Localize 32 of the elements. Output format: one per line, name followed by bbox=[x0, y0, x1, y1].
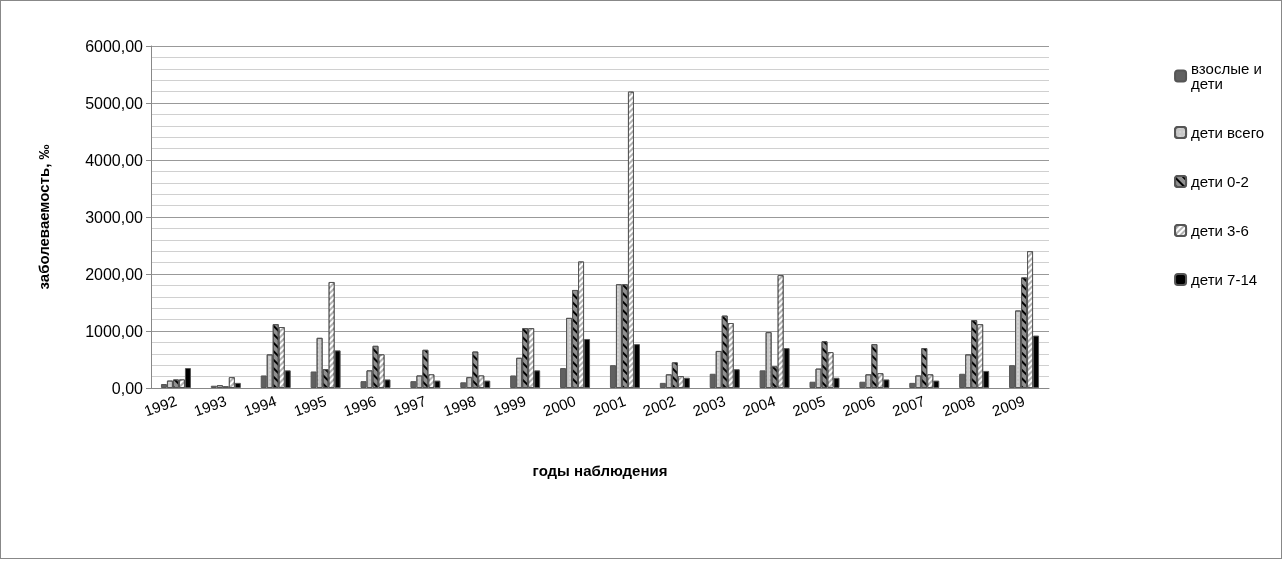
y-tick-label: 0,00 bbox=[111, 379, 144, 397]
y-tick-label: 2000,00 bbox=[85, 265, 144, 283]
y-tick-label: 4000,00 bbox=[85, 151, 144, 169]
x-tick-label: 1995 bbox=[291, 392, 329, 420]
x-tick-label: 1997 bbox=[391, 392, 429, 420]
x-tick-label: 2007 bbox=[890, 392, 928, 420]
y-tick-label: 5000,00 bbox=[85, 94, 144, 112]
x-tick-label: 2008 bbox=[939, 392, 978, 420]
x-axis-title: годы наблюдения bbox=[532, 462, 668, 479]
y-axis-title: заболеваемость, ‰ bbox=[35, 144, 52, 290]
x-tick-label: 2005 bbox=[790, 392, 828, 420]
x-tick-label: 2002 bbox=[640, 392, 678, 420]
x-tick-label: 2004 bbox=[740, 392, 778, 420]
y-tick-label: 6000,00 bbox=[85, 37, 144, 55]
y-tick-label: 3000,00 bbox=[85, 208, 144, 226]
legend-label: дети 0-2 bbox=[1191, 173, 1249, 190]
x-tick-label: 1999 bbox=[490, 392, 529, 420]
x-tick-label: 1996 bbox=[341, 392, 379, 420]
x-tick-label: 1992 bbox=[141, 392, 179, 420]
legend-label: дети всего bbox=[1191, 124, 1265, 141]
y-tick-label: 1000,00 bbox=[85, 322, 144, 340]
legend-label: взослые и дети bbox=[1191, 60, 1267, 92]
x-tick-label: 2009 bbox=[989, 392, 1027, 420]
x-tick-label: 1994 bbox=[241, 392, 279, 420]
x-tick-label: 1993 bbox=[191, 392, 229, 420]
legend-label: дети 7-14 bbox=[1191, 271, 1258, 288]
x-tick-label: 2000 bbox=[540, 392, 578, 420]
x-tick-label: 2006 bbox=[840, 392, 878, 420]
x-tick-label: 1998 bbox=[441, 392, 479, 420]
x-tick-label: 2003 bbox=[690, 392, 728, 420]
legend-label: дети 3-6 bbox=[1191, 222, 1249, 239]
x-tick-label: 2001 bbox=[590, 392, 628, 420]
